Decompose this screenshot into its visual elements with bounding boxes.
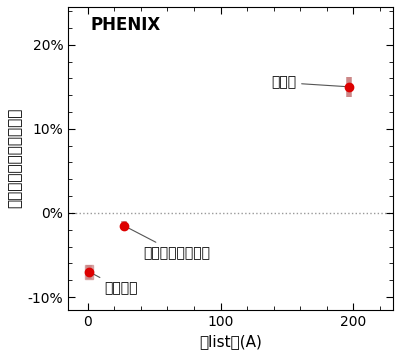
Bar [85,265,93,278]
Text: アルミニウム標的: アルミニウム標的 [126,227,211,260]
X-axis label: 質list数(A): 質list数(A) [199,334,262,349]
Y-axis label: 中性子生成左右非対称性: 中性子生成左右非対称性 [7,108,22,209]
Text: PHENIX: PHENIX [91,16,161,34]
Text: 金標的: 金標的 [271,75,346,90]
Text: 陽子標的: 陽子標的 [92,273,137,295]
